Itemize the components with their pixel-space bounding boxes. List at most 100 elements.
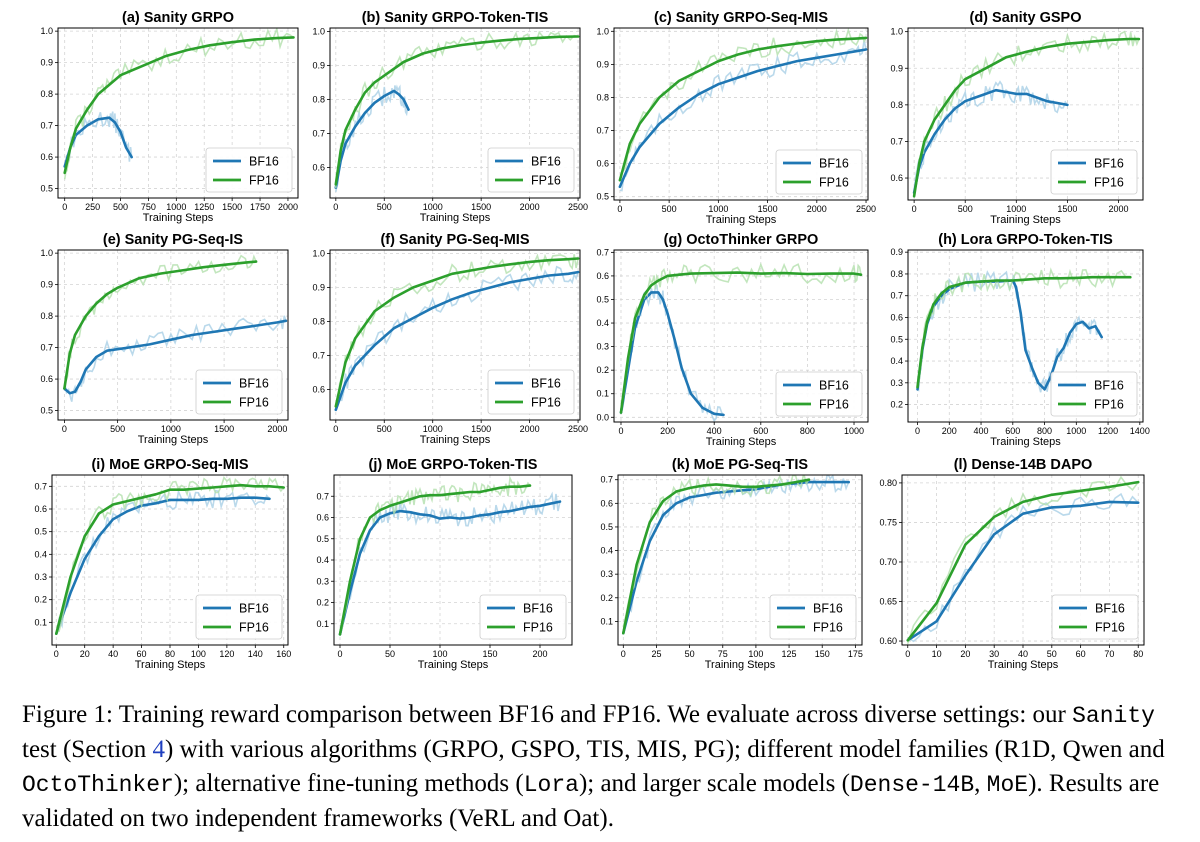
x-axis-label: Training Steps xyxy=(990,214,1061,226)
fp16-raw-line xyxy=(63,28,294,180)
bf16-raw-line xyxy=(913,80,1069,196)
y-tick-label: 1.0 xyxy=(596,26,609,36)
caption-code-dense: Dense-14B xyxy=(849,772,975,798)
y-tick-label: 1.0 xyxy=(40,248,53,258)
y-tick-label: 0.7 xyxy=(596,126,609,136)
x-tick-label: 50 xyxy=(1047,649,1057,659)
y-tick-label: 0.7 xyxy=(596,247,609,257)
legend-label: BF16 xyxy=(1094,157,1124,171)
x-tick-label: 1000 xyxy=(161,424,181,434)
x-tick-label: 1000 xyxy=(1066,426,1086,436)
y-tick-label: 0.9 xyxy=(312,282,325,292)
x-tick-label: 50 xyxy=(685,649,695,659)
x-tick-label: 100 xyxy=(748,649,763,659)
y-tick-label: 0.0 xyxy=(596,412,609,422)
x-tick-label: 0 xyxy=(333,424,338,434)
fp16-line xyxy=(55,483,285,635)
x-tick-label: 0 xyxy=(62,202,67,212)
x-tick-label: 50 xyxy=(385,649,395,659)
x-axis-label: Training Steps xyxy=(990,436,1061,448)
y-tick-label: 1.0 xyxy=(312,248,325,258)
legend-label: FP16 xyxy=(1095,621,1125,635)
x-tick-label: 60 xyxy=(1076,649,1086,659)
x-tick-label: 500 xyxy=(958,204,973,214)
chart-title: (b) Sanity GRPO-Token-TIS xyxy=(362,10,549,26)
chart-title: (c) Sanity GRPO-Seq-MIS xyxy=(654,10,828,26)
x-tick-label: 1000 xyxy=(844,426,864,436)
x-tick-label: 40 xyxy=(1018,649,1028,659)
y-tick-label: 1.0 xyxy=(890,27,903,37)
y-tick-label: 0.5 xyxy=(40,406,53,416)
x-tick-label: 30 xyxy=(989,649,999,659)
x-tick-label: 40 xyxy=(108,649,118,659)
y-tick-label: 0.2 xyxy=(600,593,613,603)
fp16-line xyxy=(338,484,532,636)
y-tick-label: 0.1 xyxy=(316,619,329,629)
plot-frame xyxy=(57,249,289,421)
chart-title: (d) Sanity GSPO xyxy=(970,10,1082,26)
plot-frame xyxy=(329,27,581,199)
chart-title: (l) Dense-14B DAPO xyxy=(954,457,1093,473)
x-tick-label: 75 xyxy=(718,649,728,659)
chart-title: (e) Sanity PG-Seq-IS xyxy=(103,232,244,248)
bf16-raw-line xyxy=(339,491,561,634)
bf16-raw-line xyxy=(907,492,1139,643)
legend-label: FP16 xyxy=(523,621,553,635)
y-tick-label: 0.5 xyxy=(890,334,903,344)
chart-panel: 0 500 1000 1500 2000 0.5 0.6 0.7 0.8 0.9 1.0 (e) Sa… xyxy=(40,232,289,446)
chart-panel: 0 200 400 600 800 1000 1200 1400 0.2 0.3 0.4 0.5 0.6… xyxy=(890,232,1149,448)
plot-frame xyxy=(613,27,869,201)
x-tick-label: 1500 xyxy=(758,204,778,214)
x-tick-label: 0 xyxy=(62,424,67,434)
chart-panel: 0 200 400 600 800 1000 0.0 0.1 0.2 0.3 0.4 0.5 0.6 0.… xyxy=(596,232,869,448)
y-tick-label: 0.80 xyxy=(879,478,897,488)
caption-code-moe: MoE xyxy=(986,772,1029,798)
y-tick-label: 0.7 xyxy=(40,121,53,131)
chart-panel: 0 25 50 75 100 125 150 175 0.1 0.2 0.3 0.4 0.5 0.6 0.7… xyxy=(600,457,862,671)
y-tick-label: 0.3 xyxy=(596,342,609,352)
y-tick-label: 0.6 xyxy=(312,162,325,172)
y-tick-label: 0.8 xyxy=(40,311,53,321)
x-tick-label: 600 xyxy=(753,426,768,436)
x-tick-label: 200 xyxy=(660,426,675,436)
y-tick-label: 0.7 xyxy=(40,343,53,353)
chart-panel: 0 500 1000 1500 2000 0.6 0.7 0.8 0.9 1.0 (d) Sanit… xyxy=(890,10,1144,226)
legend-label: BF16 xyxy=(239,602,269,616)
x-tick-label: 120 xyxy=(219,649,234,659)
x-tick-label: 750 xyxy=(141,202,156,212)
x-tick-label: 20 xyxy=(80,649,90,659)
y-tick-label: 0.4 xyxy=(34,549,47,559)
fp16-line xyxy=(334,35,580,186)
x-axis-label: Training Steps xyxy=(135,659,206,671)
y-tick-label: 0.65 xyxy=(879,597,897,607)
x-axis-label: Training Steps xyxy=(138,434,209,446)
x-tick-label: 2000 xyxy=(1108,204,1128,214)
x-tick-label: 0 xyxy=(54,649,59,659)
section-link[interactable]: 4 xyxy=(152,736,166,763)
x-tick-label: 500 xyxy=(662,204,677,214)
x-tick-label: 60 xyxy=(137,649,147,659)
x-tick-label: 1500 xyxy=(471,424,491,434)
y-tick-label: 0.70 xyxy=(879,557,897,567)
y-tick-label: 0.7 xyxy=(316,491,329,501)
legend-label: BF16 xyxy=(531,155,561,169)
x-tick-label: 400 xyxy=(707,426,722,436)
chart-grid: 0 250 500 750 1000 1250 1500 1750 20000.50.60.70… xyxy=(34,10,1149,671)
x-tick-label: 200 xyxy=(942,426,957,436)
caption-code-octothinker: OctoThinker xyxy=(22,772,174,798)
x-axis-label: Training Steps xyxy=(418,659,489,671)
fp16-line xyxy=(912,37,1141,198)
bf16-line xyxy=(55,496,271,635)
chart-panel: 0 50 100 150 200 0.1 0.2 0.3 0.4 0.5 0.6 0.7 (j) MoE… xyxy=(316,457,573,671)
caption-text: , xyxy=(974,770,987,797)
y-tick-label: 0.6 xyxy=(596,271,609,281)
y-tick-label: 0.6 xyxy=(312,384,325,394)
y-tick-label: 0.9 xyxy=(40,280,53,290)
y-tick-label: 0.2 xyxy=(890,400,903,410)
y-tick-label: 0.5 xyxy=(40,184,53,194)
legend-label: BF16 xyxy=(523,602,553,616)
x-tick-label: 250 xyxy=(85,202,100,212)
y-tick-label: 0.3 xyxy=(34,572,47,582)
x-tick-label: 2000 xyxy=(807,204,827,214)
y-tick-label: 0.5 xyxy=(600,522,613,532)
